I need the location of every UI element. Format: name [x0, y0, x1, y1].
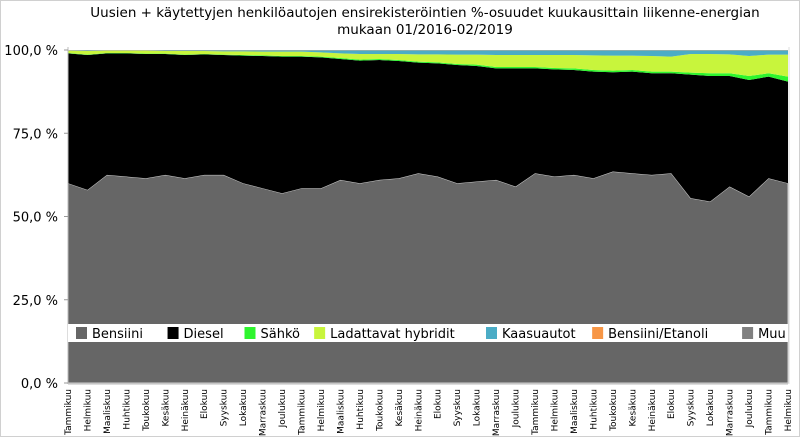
legend-label: Ladattavat hybridit — [330, 327, 455, 342]
x-tick-label: Helmikuu — [317, 389, 327, 431]
legend-swatch-5 — [592, 327, 604, 339]
area-diesel — [68, 53, 788, 202]
chart-title-line-2: mukaan 01/2016-02/2019 — [337, 22, 513, 38]
x-tick-label: Kesäkuu — [628, 389, 638, 427]
area-bensiini — [67, 171, 789, 384]
legend-swatch-3 — [314, 327, 326, 339]
x-tick-label: Lokakuu — [706, 389, 716, 426]
x-tick-label: Tammikuu — [531, 389, 541, 436]
x-tick-label: Helmikuu — [784, 389, 794, 431]
x-tick-label: Maaliskuu — [103, 389, 113, 434]
x-tick-label: Toukokuu — [609, 389, 619, 432]
legend-label: Sähkö — [261, 327, 301, 342]
y-tick-label: 25,0 % — [13, 294, 58, 309]
area-ladattavat-hybridit — [68, 50, 788, 77]
x-tick-label: Lokakuu — [473, 389, 483, 426]
y-tick-label: 75,0 % — [13, 127, 58, 142]
x-tick-label: Joulukuu — [512, 389, 522, 428]
x-tick-label: Huhtikuu — [356, 389, 366, 430]
legend-label: Kaasuautot — [502, 327, 576, 342]
legend-swatch-6 — [742, 327, 754, 339]
x-tick-label: Helmikuu — [550, 389, 560, 431]
x-tick-label: Maaliskuu — [570, 389, 580, 434]
legend-label: Diesel — [184, 327, 224, 342]
y-tick-label: 100,0 % — [4, 44, 58, 59]
legend-label: Bensiini — [92, 327, 143, 342]
chart-title-line-1: Uusien + käytettyjen henkilöautojen ensi… — [90, 5, 760, 21]
x-tick-label: Joulukuu — [278, 389, 288, 428]
x-tick-label: Maaliskuu — [336, 389, 346, 434]
area-kaasuautot — [68, 50, 788, 57]
legend-label: Bensiini/Etanoli — [608, 327, 708, 342]
x-tick-label: Heinäkuu — [414, 389, 424, 431]
x-tick-label: Kesäkuu — [161, 389, 171, 427]
x-tick-label: Toukokuu — [375, 389, 385, 432]
x-tick-label: Syyskuu — [453, 389, 463, 426]
x-tick-label: Elokuu — [667, 389, 677, 419]
y-tick-label: 50,0 % — [13, 211, 58, 226]
x-tick-label: Heinäkuu — [648, 389, 658, 431]
x-tick-label: Lokakuu — [239, 389, 249, 426]
x-tick-label: Helmikuu — [83, 389, 93, 431]
x-tick-label: Tammikuu — [765, 389, 775, 436]
legend-swatch-2 — [244, 327, 256, 339]
legend-swatch-0 — [76, 327, 87, 339]
legend-swatch-1 — [167, 327, 179, 339]
x-tick-label: Syyskuu — [687, 389, 697, 426]
x-tick-label: Huhtikuu — [589, 389, 599, 430]
x-tick-label: Tammikuu — [298, 389, 308, 436]
x-tick-label: Marraskuu — [259, 389, 269, 436]
x-tick-label: Kesäkuu — [395, 389, 405, 427]
y-tick-label: 0,0 % — [21, 377, 58, 392]
x-tick-label: Marraskuu — [726, 389, 736, 436]
x-tick-label: Joulukuu — [745, 389, 755, 428]
x-tick-label: Huhtikuu — [122, 389, 132, 430]
x-tick-label: Toukokuu — [142, 389, 152, 432]
x-tick-label: Elokuu — [200, 389, 210, 419]
x-tick-label: Heinäkuu — [181, 389, 191, 431]
legend-label: Muu — [758, 327, 786, 342]
x-tick-label: Tammikuu — [64, 389, 74, 436]
x-tick-label: Marraskuu — [492, 389, 502, 436]
legend-swatch-4 — [486, 327, 497, 339]
x-tick-label: Syyskuu — [220, 389, 230, 426]
chart-title: Uusien + käytettyjen henkilöautojen ensi… — [60, 5, 790, 39]
x-tick-label: Elokuu — [434, 389, 444, 419]
